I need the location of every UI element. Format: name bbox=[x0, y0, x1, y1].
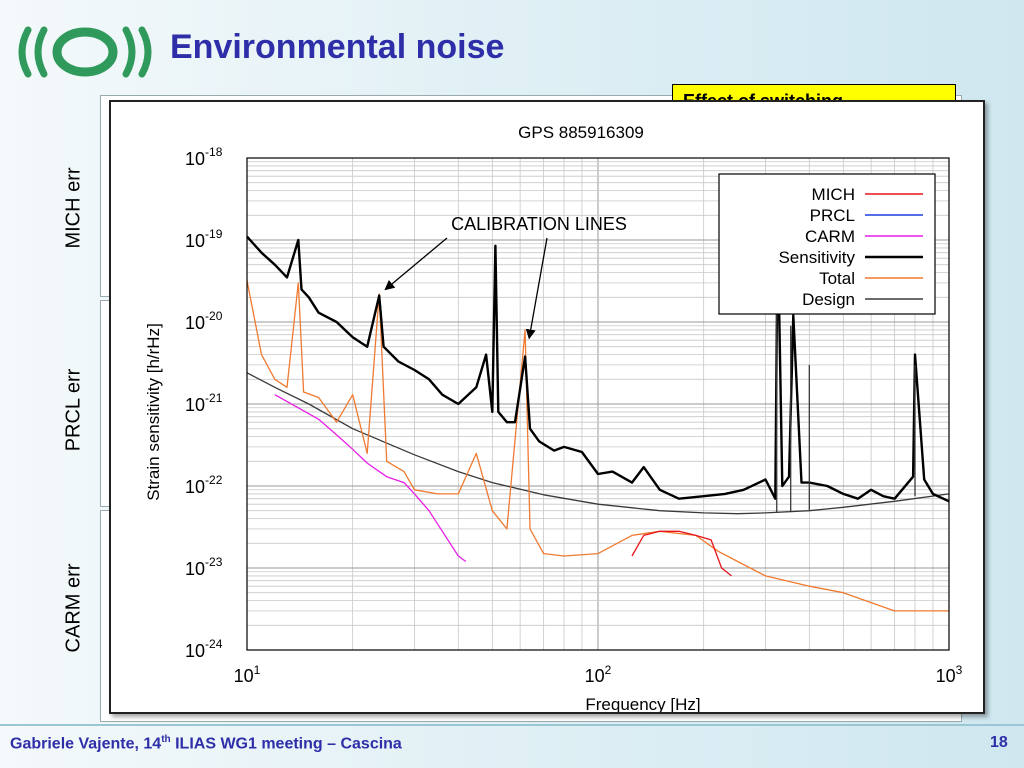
y-tick-label: 10-21 bbox=[185, 391, 223, 415]
y-tick-exponent: -20 bbox=[205, 309, 223, 323]
y-tick-label: 10-23 bbox=[185, 555, 223, 579]
series-carm-line bbox=[274, 394, 467, 563]
legend-label-prcl: PRCL bbox=[810, 206, 855, 225]
y-tick-label: 10-18 bbox=[185, 145, 223, 169]
sensitivity-plot: GPS 885916309 Frequency [Hz] Strain sens… bbox=[109, 100, 985, 714]
legend-label-mich: MICH bbox=[812, 185, 855, 204]
calibration-annotation: CALIBRATION LINES bbox=[384, 214, 627, 340]
x-tick-label: 101 bbox=[234, 663, 261, 686]
prcl-err-label: PRCL err bbox=[62, 368, 85, 452]
y-tick-base: 10 bbox=[185, 313, 205, 333]
footer-event: ILIAS WG1 meeting – Cascina bbox=[170, 735, 402, 753]
y-tick-exponent: -21 bbox=[205, 391, 223, 405]
y-tick-label: 10-19 bbox=[185, 227, 223, 251]
mich-err-label: MICH err bbox=[62, 167, 85, 249]
plot-area-frame bbox=[246, 157, 950, 651]
legend-label-total: Total bbox=[819, 269, 855, 288]
series-total-line bbox=[246, 280, 949, 612]
annotation-arrow-right bbox=[525, 237, 548, 340]
y-tick-base: 10 bbox=[185, 231, 205, 251]
y-tick-exponent: -24 bbox=[205, 637, 223, 651]
footer-divider bbox=[0, 724, 1024, 726]
footer-sup: th bbox=[161, 734, 171, 745]
y-tick-label: 10-24 bbox=[185, 637, 223, 661]
chart-title: GPS 885916309 bbox=[518, 123, 644, 142]
series-sensitivity-line bbox=[246, 226, 950, 503]
series-group bbox=[246, 226, 950, 612]
x-tick-exponent: 2 bbox=[605, 663, 612, 677]
x-tick-base: 10 bbox=[936, 666, 956, 686]
y-tick-base: 10 bbox=[185, 149, 205, 169]
x-tick-label: 102 bbox=[585, 663, 612, 686]
legend-label-design: Design bbox=[802, 290, 855, 309]
x-tick-labels: 101 102 103 bbox=[234, 663, 963, 686]
slide-title: Environmental noise bbox=[170, 28, 505, 66]
x-axis-label: Frequency [Hz] bbox=[585, 695, 700, 712]
x-tick-exponent: 3 bbox=[956, 663, 963, 677]
y-tick-base: 10 bbox=[185, 395, 205, 415]
y-tick-label: 10-20 bbox=[185, 309, 223, 333]
virgo-logo bbox=[18, 26, 152, 78]
footer-author: Gabriele Vajente, 14 bbox=[10, 735, 162, 753]
legend-label-sensitivity: Sensitivity bbox=[778, 248, 855, 267]
y-axis-label: Strain sensitivity [h/rHz] bbox=[144, 323, 163, 501]
axes bbox=[246, 157, 950, 651]
plot-svg: GPS 885916309 Frequency [Hz] Strain sens… bbox=[144, 123, 963, 712]
footer: Gabriele Vajente, 14th ILIAS WG1 meeting… bbox=[10, 734, 402, 753]
y-tick-exponent: -23 bbox=[205, 555, 223, 569]
legend-box bbox=[718, 173, 936, 315]
legend-label-carm: CARM bbox=[805, 227, 855, 246]
x-tick-exponent: 1 bbox=[254, 663, 261, 677]
y-tick-label: 10-22 bbox=[185, 473, 223, 497]
page-number: 18 bbox=[990, 734, 1008, 751]
y-tick-exponent: -18 bbox=[205, 145, 223, 159]
series-mich-line bbox=[631, 530, 732, 577]
y-tick-exponent: -22 bbox=[205, 473, 223, 487]
annotation-text: CALIBRATION LINES bbox=[451, 214, 627, 234]
y-tick-base: 10 bbox=[185, 559, 205, 579]
legend: MICH PRCL CARM Sensitivity Total Design bbox=[718, 173, 936, 315]
x-tick-base: 10 bbox=[585, 666, 605, 686]
carm-err-label: CARM err bbox=[62, 563, 85, 653]
x-tick-label: 103 bbox=[936, 663, 963, 686]
y-tick-base: 10 bbox=[185, 477, 205, 497]
y-tick-base: 10 bbox=[185, 641, 205, 661]
x-tick-base: 10 bbox=[234, 666, 254, 686]
y-tick-exponent: -19 bbox=[205, 227, 223, 241]
annotation-arrow-left bbox=[384, 237, 448, 291]
